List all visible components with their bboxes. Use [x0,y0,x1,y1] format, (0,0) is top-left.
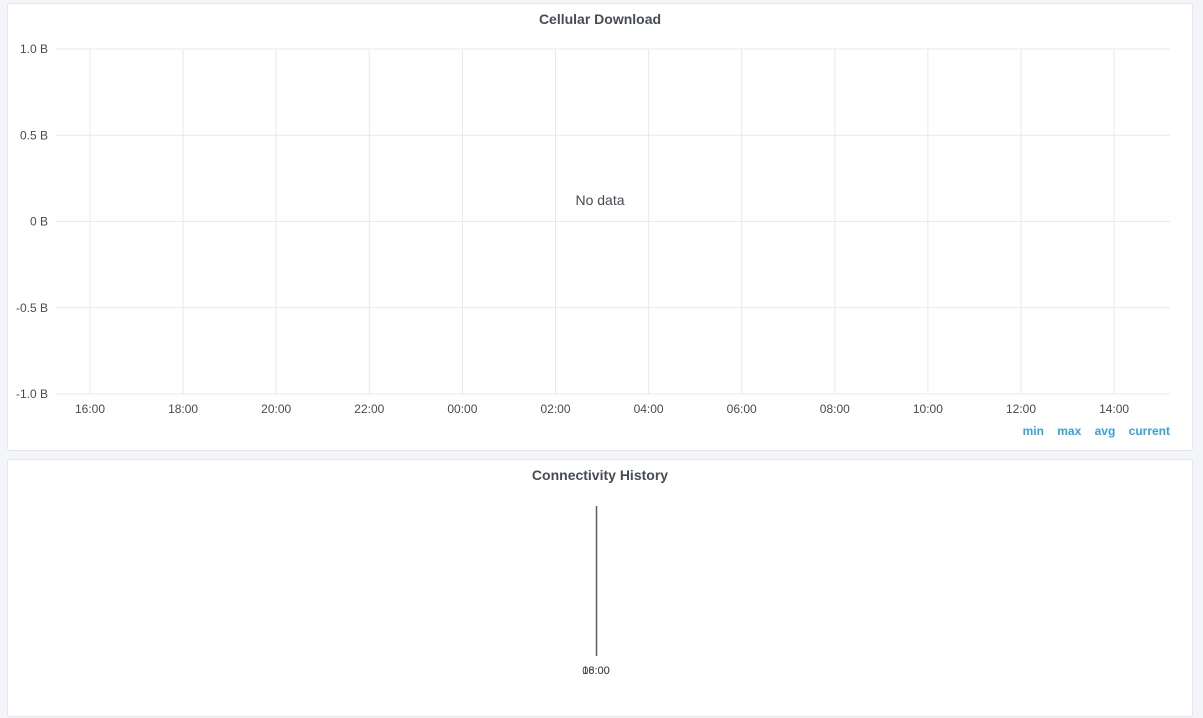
x-tick-label: 18:00 [168,402,198,416]
x-tick-label: 20:00 [261,402,291,416]
y-tick-label: 0 B [30,215,48,229]
y-tick-label: -0.5 B [16,301,48,315]
x-tick-label: 10:00 [913,402,943,416]
no-data-message: No data [575,192,625,208]
time-label: 16:00 [582,665,610,677]
x-tick-label: 06:00 [727,402,757,416]
time-label: 08:00 [582,665,610,677]
legend-max[interactable]: max [1057,424,1082,438]
panel-title[interactable]: Connectivity History [531,467,669,483]
x-tick-label: 14:00 [1099,402,1129,416]
legend-current[interactable]: current [1128,424,1170,438]
legend-min[interactable]: min [1022,424,1044,438]
download-chart: 1.0 B 0.5 B 0 B -0.5 B -1.0 B 16:00 18:00 20:00… [16,42,1170,416]
connectivity-history-panel: Connectivity History 08:00 16:00 [7,459,1193,717]
y-tick-label: 1.0 B [20,42,48,56]
x-tick-label: 22:00 [354,402,384,416]
panel-title[interactable]: Cellular Download [538,11,662,27]
cellular-download-panel: Cellular Download 1.0 B 0.5 B 0 B -0.5 B -1.… [7,3,1193,451]
y-tick-label: 0.5 B [20,128,48,142]
legend-avg[interactable]: avg [1094,424,1116,438]
x-tick-label: 08:00 [820,402,850,416]
x-tick-label: 00:00 [447,402,477,416]
x-tick-label: 12:00 [1006,402,1036,416]
legend: min max avg current [1013,424,1170,438]
connectivity-chart [595,506,598,656]
y-tick-label: -1.0 B [16,387,48,401]
x-tick-label: 16:00 [75,402,105,416]
x-tick-label: 04:00 [634,402,664,416]
x-tick-label: 02:00 [540,402,570,416]
